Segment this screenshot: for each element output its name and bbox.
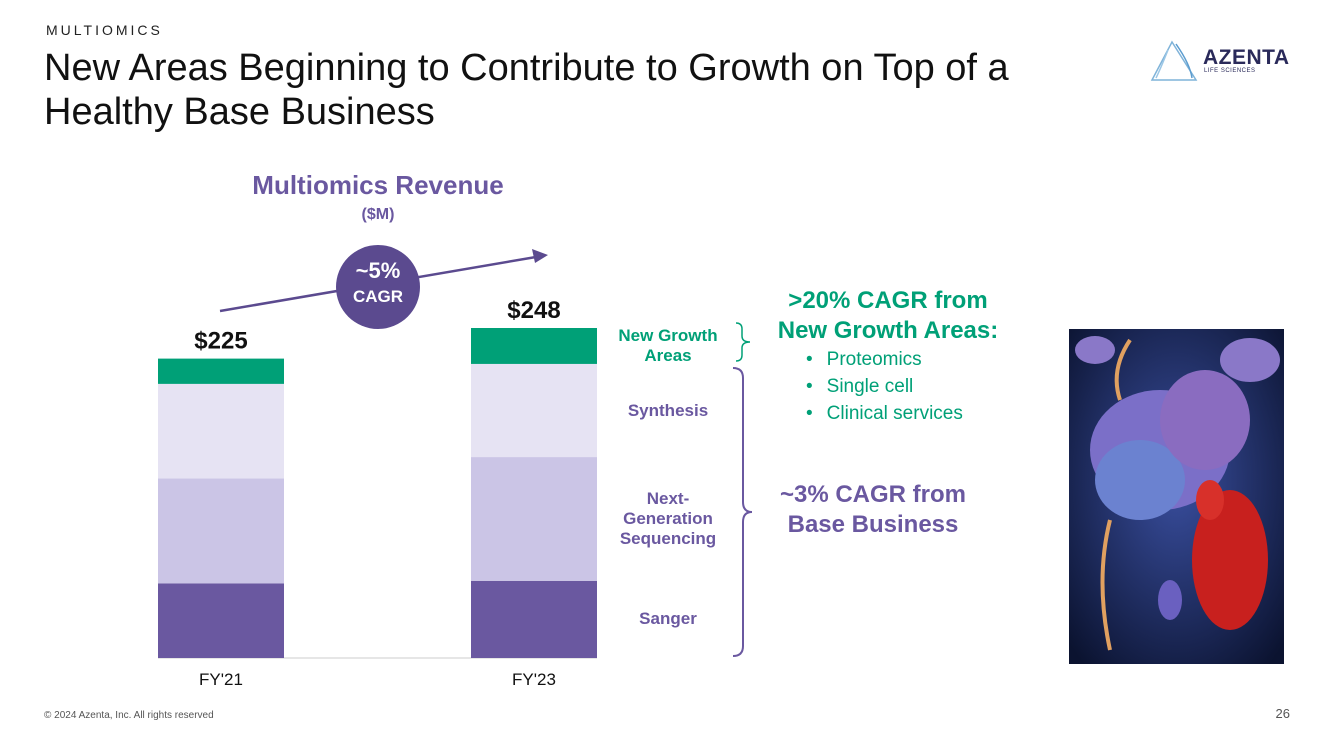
chart-title: Multiomics Revenue xyxy=(252,170,504,200)
cagr-label: CAGR xyxy=(353,287,403,306)
brace-growth xyxy=(735,322,751,362)
brace-base xyxy=(732,367,753,657)
total-label: $225 xyxy=(194,328,247,355)
photo xyxy=(1069,329,1284,664)
logo-name: AZENTA xyxy=(1203,46,1290,69)
bar-segment xyxy=(471,457,597,581)
total-label: $248 xyxy=(507,297,560,324)
bar-segment xyxy=(471,328,597,364)
page-number: 26 xyxy=(1275,706,1290,721)
logo-mark xyxy=(1150,40,1198,81)
series-label: Sanger xyxy=(639,609,697,629)
bar-segment xyxy=(158,358,284,384)
series-label: Synthesis xyxy=(627,400,709,420)
chart-subtitle: ($M) xyxy=(361,206,395,223)
cagr-value: ~5% xyxy=(356,258,401,283)
x-tick-label: FY'21 xyxy=(199,670,243,689)
bar-segment xyxy=(158,478,284,584)
growth-item: Proteomics xyxy=(806,346,963,373)
base-title: ~3% CAGR from Base Business xyxy=(779,481,967,538)
bar-segment xyxy=(158,383,284,479)
x-tick-label: FY'23 xyxy=(512,670,556,689)
slide-title: New Areas Beginning to Contribute to Gro… xyxy=(44,47,1009,133)
growth-item: Single cell xyxy=(806,373,963,400)
growth-list: ProteomicsSingle cellClinical services xyxy=(806,346,963,427)
eyebrow: MULTIOMICS xyxy=(46,22,163,38)
logo-tagline: LIFE SCIENCES xyxy=(1204,68,1256,74)
bar-segment xyxy=(471,363,597,458)
growth-item: Clinical services xyxy=(806,400,963,427)
bar-segment xyxy=(471,580,597,658)
cagr-badge xyxy=(336,245,420,329)
arrow-head xyxy=(532,249,548,263)
series-label: New Growth Areas xyxy=(618,325,718,365)
series-label: Next-Generation Sequencing xyxy=(619,488,717,548)
copyright: © 2024 Azenta, Inc. All rights reserved xyxy=(44,710,214,721)
growth-title: >20% CAGR from New Growth Areas: xyxy=(777,287,999,344)
bar-segment xyxy=(158,583,284,658)
